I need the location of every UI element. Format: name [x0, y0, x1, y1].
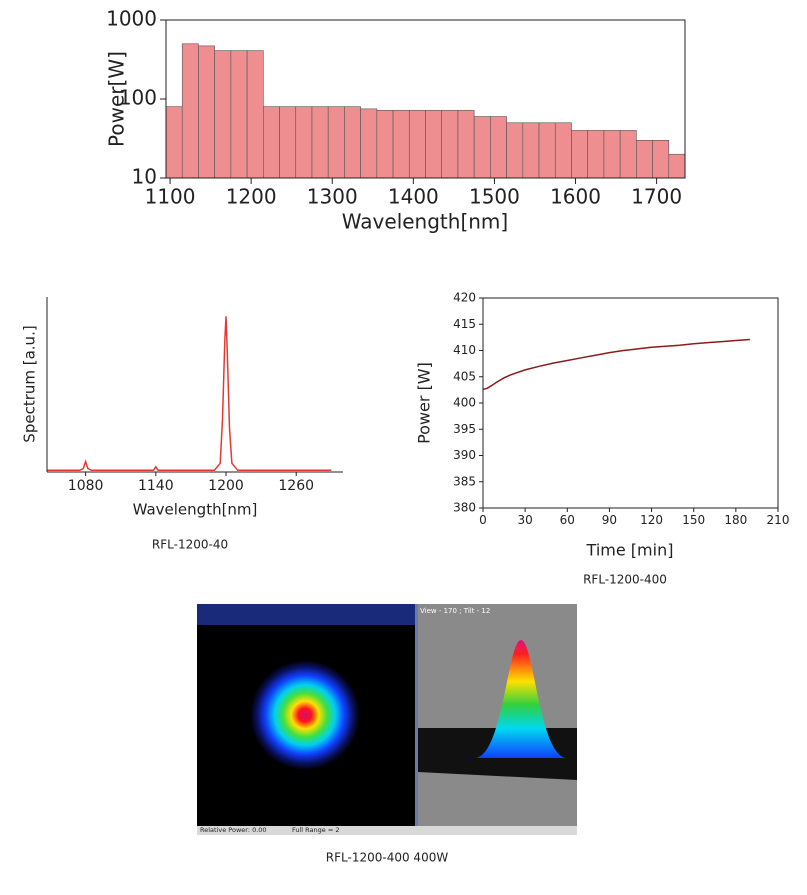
bar: [279, 106, 297, 179]
bar: [457, 109, 475, 179]
relative-power: Relative Power: 0.00: [200, 826, 267, 834]
x-tick-label: 210: [767, 513, 790, 527]
y-tick-label: 100: [119, 86, 157, 110]
bar: [441, 109, 459, 179]
x-tick-label: 1700: [631, 185, 682, 209]
caption: RFL-1200-400 400W: [326, 851, 449, 865]
x-tick-label: 1500: [469, 185, 520, 209]
y-tick-label: 410: [453, 343, 476, 357]
bar: [522, 122, 540, 179]
y-tick-label: 390: [453, 448, 476, 462]
x-tick-label: 1080: [68, 478, 104, 494]
y-tick-label: 405: [453, 369, 476, 383]
y-axis-label: Power [W]: [415, 362, 434, 444]
bar: [490, 116, 507, 179]
chart: 1080 1140 1200 1260 Wavelength[nm] Spectrum […: [21, 297, 343, 552]
panel-header: [197, 604, 415, 625]
x-tick-label: 180: [724, 513, 747, 527]
bar: [636, 140, 653, 179]
beam-spot: [250, 660, 360, 770]
x-tick-label: 1200: [226, 185, 277, 209]
x-tick-label: 150: [682, 513, 705, 527]
bar: [652, 140, 670, 179]
bar: [376, 109, 394, 179]
x-tick-label: 1260: [278, 478, 314, 494]
bar: [181, 43, 199, 179]
bar: [425, 109, 443, 179]
y-tick-label: 385: [453, 474, 476, 488]
x-tick-label: 1100: [145, 185, 196, 209]
bar: [587, 130, 605, 179]
y-tick-label: 400: [453, 396, 476, 410]
bar: [408, 109, 426, 179]
bar: [360, 108, 378, 179]
data-line: [482, 338, 750, 391]
status-bar: [197, 826, 577, 835]
bar: [571, 130, 588, 179]
bar: [295, 106, 313, 179]
full-range: Full Range = 2: [292, 826, 340, 834]
y-tick-label: 395: [453, 422, 476, 436]
y-tick-label: 420: [453, 291, 476, 305]
bar: [263, 106, 280, 179]
y-tick-label: 415: [453, 317, 476, 331]
caption: RFL-1200-400: [583, 573, 667, 587]
y-tick-label: 10: [132, 165, 157, 189]
divider: [415, 604, 418, 826]
x-tick-label: 1300: [307, 185, 358, 209]
view-label: View - 170 ; Tilt - 12: [420, 607, 490, 615]
chart: 1100 1200 1300 1400 1500 1600 1700 10 100 1000 Wav…: [105, 7, 686, 234]
bar: [230, 50, 248, 179]
bar: [473, 116, 491, 179]
bar: [311, 106, 329, 179]
bar: [198, 45, 215, 179]
plot-frame: [482, 297, 779, 509]
x-tick-label: 30: [518, 513, 533, 527]
bar: [327, 106, 345, 179]
data-line: [47, 316, 332, 472]
bar: [165, 106, 183, 179]
bar: [214, 50, 232, 179]
x-tick-label: 0: [479, 513, 487, 527]
x-tick-label: 1200: [208, 478, 244, 494]
bar: [392, 109, 410, 179]
caption: RFL-1200-40: [152, 538, 228, 552]
x-axis-label: Time [min]: [586, 541, 674, 560]
x-tick-label: 60: [560, 513, 575, 527]
x-tick-label: 1600: [550, 185, 601, 209]
x-tick-label: 1140: [138, 478, 174, 494]
bar: [603, 130, 621, 179]
x-tick-label: 120: [640, 513, 663, 527]
beam-peak: [476, 640, 566, 758]
bar: [246, 50, 264, 179]
y-axis-label: Spectrum [a.u.]: [21, 325, 39, 442]
bar: [344, 106, 361, 179]
bar: [554, 122, 572, 179]
chart: 0 30 60 90 120 150 180 210 380 385 390 395 400 405 410…: [415, 291, 790, 587]
beam-profile: View - 170 ; Tilt - 12 Relative Power: 0…: [197, 604, 577, 865]
bar: [538, 122, 556, 179]
x-tick-label: 90: [602, 513, 617, 527]
y-tick-label: 380: [453, 501, 476, 515]
bar: [668, 153, 686, 179]
y-tick-label: 1000: [106, 7, 157, 31]
x-tick-label: 1400: [388, 185, 439, 209]
beam-3d-panel: [418, 604, 577, 826]
bar: [619, 130, 637, 179]
x-axis-label: Wavelength[nm]: [342, 210, 508, 234]
x-axis-label: Wavelength[nm]: [133, 501, 258, 519]
y-axis-label: Power[W]: [105, 51, 129, 147]
bar: [506, 122, 524, 179]
